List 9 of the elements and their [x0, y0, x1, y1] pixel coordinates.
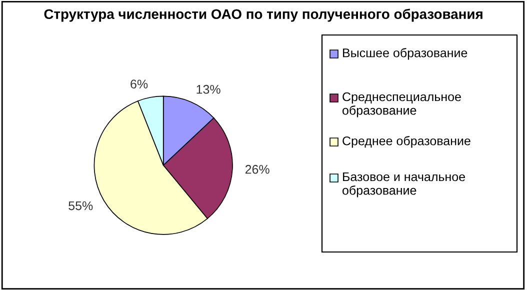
- legend-label: Среднее образование: [342, 136, 470, 148]
- data-label: 6%: [130, 80, 148, 88]
- chart-title: Структура численности ОАО по типу полученного образования: [44, 8, 482, 22]
- data-label: 55%: [68, 201, 93, 210]
- data-label: 26%: [245, 164, 270, 174]
- legend-label: Среднеспециальное образование: [342, 92, 461, 118]
- data-label: 13%: [196, 84, 220, 94]
- legend-label: Высшее образование: [343, 48, 468, 60]
- legend-label: Базовое и начальное образование: [342, 172, 465, 198]
